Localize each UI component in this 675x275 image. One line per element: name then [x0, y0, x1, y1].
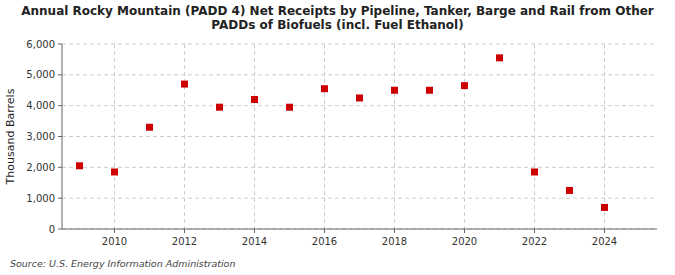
tick — [58, 74, 62, 75]
grid-line — [114, 44, 115, 229]
grid-line — [62, 167, 657, 168]
title-line: Annual Rocky Mountain (PADD 4) Net Recei… — [21, 4, 654, 18]
grid-line — [62, 44, 657, 45]
grid-line — [534, 44, 535, 229]
tick — [604, 229, 605, 233]
point — [461, 82, 468, 89]
y-axis-label: Thousand Barrels — [4, 88, 17, 185]
source: Source: U.S. Energy Information Administ… — [10, 258, 235, 269]
point — [356, 94, 363, 101]
title-line: PADDs of Biofuels (incl. Fuel Ethanol) — [211, 18, 463, 32]
grid-line — [62, 105, 657, 106]
grid-line — [62, 74, 657, 75]
point — [321, 85, 328, 92]
grid-line — [184, 44, 185, 229]
tick — [254, 229, 255, 233]
point — [391, 87, 398, 94]
tick-label: 4,000 — [26, 100, 55, 111]
tick-label: 2018 — [382, 236, 407, 247]
tick-label: 2014 — [242, 236, 267, 247]
tick — [58, 167, 62, 168]
tick-label: 2012 — [172, 236, 197, 247]
tick-label: 0 — [49, 224, 55, 235]
grid-line — [604, 44, 605, 229]
tick-label: 5,000 — [26, 69, 55, 80]
grid-line — [62, 136, 657, 137]
tick-label: 1,000 — [26, 193, 55, 204]
point — [426, 87, 433, 94]
y-axis-line — [62, 44, 63, 229]
point — [531, 168, 538, 175]
tick-label: 3,000 — [26, 131, 55, 142]
tick — [58, 44, 62, 45]
tick — [58, 229, 62, 230]
tick — [58, 198, 62, 199]
grid-line — [394, 44, 395, 229]
point — [601, 204, 608, 211]
grid-line — [62, 198, 657, 199]
tick — [58, 105, 62, 106]
tick-label: 2020 — [452, 236, 477, 247]
point — [251, 96, 258, 103]
tick-label: 2,000 — [26, 162, 55, 173]
grid-line — [62, 229, 657, 230]
tick — [324, 229, 325, 233]
grid-line — [254, 44, 255, 229]
tick — [184, 229, 185, 233]
tick — [58, 136, 62, 137]
grid — [62, 44, 657, 229]
point — [181, 81, 188, 88]
tick-label: 2022 — [522, 236, 547, 247]
tick — [534, 229, 535, 233]
tick-label: 2010 — [102, 236, 127, 247]
grid-line — [464, 44, 465, 229]
point — [566, 187, 573, 194]
point — [146, 124, 153, 131]
chart: Annual Rocky Mountain (PADD 4) Net Recei… — [0, 0, 675, 275]
point — [76, 162, 83, 169]
point — [216, 104, 223, 111]
grid-line — [324, 44, 325, 229]
tick-label: 2024 — [592, 236, 617, 247]
tick-label: 6,000 — [26, 39, 55, 50]
axes: 0 1,000 2,000 3,000 4,000 5,000 6,000 2010 2012 2… — [26, 39, 657, 248]
tick-label: 2016 — [312, 236, 337, 247]
points — [76, 54, 608, 211]
tick — [394, 229, 395, 233]
x-axis-line — [62, 229, 657, 230]
point — [496, 54, 503, 61]
title: Annual Rocky Mountain (PADD 4) Net Recei… — [21, 4, 654, 32]
point — [111, 168, 118, 175]
tick — [464, 229, 465, 233]
point — [286, 104, 293, 111]
tick — [114, 229, 115, 233]
